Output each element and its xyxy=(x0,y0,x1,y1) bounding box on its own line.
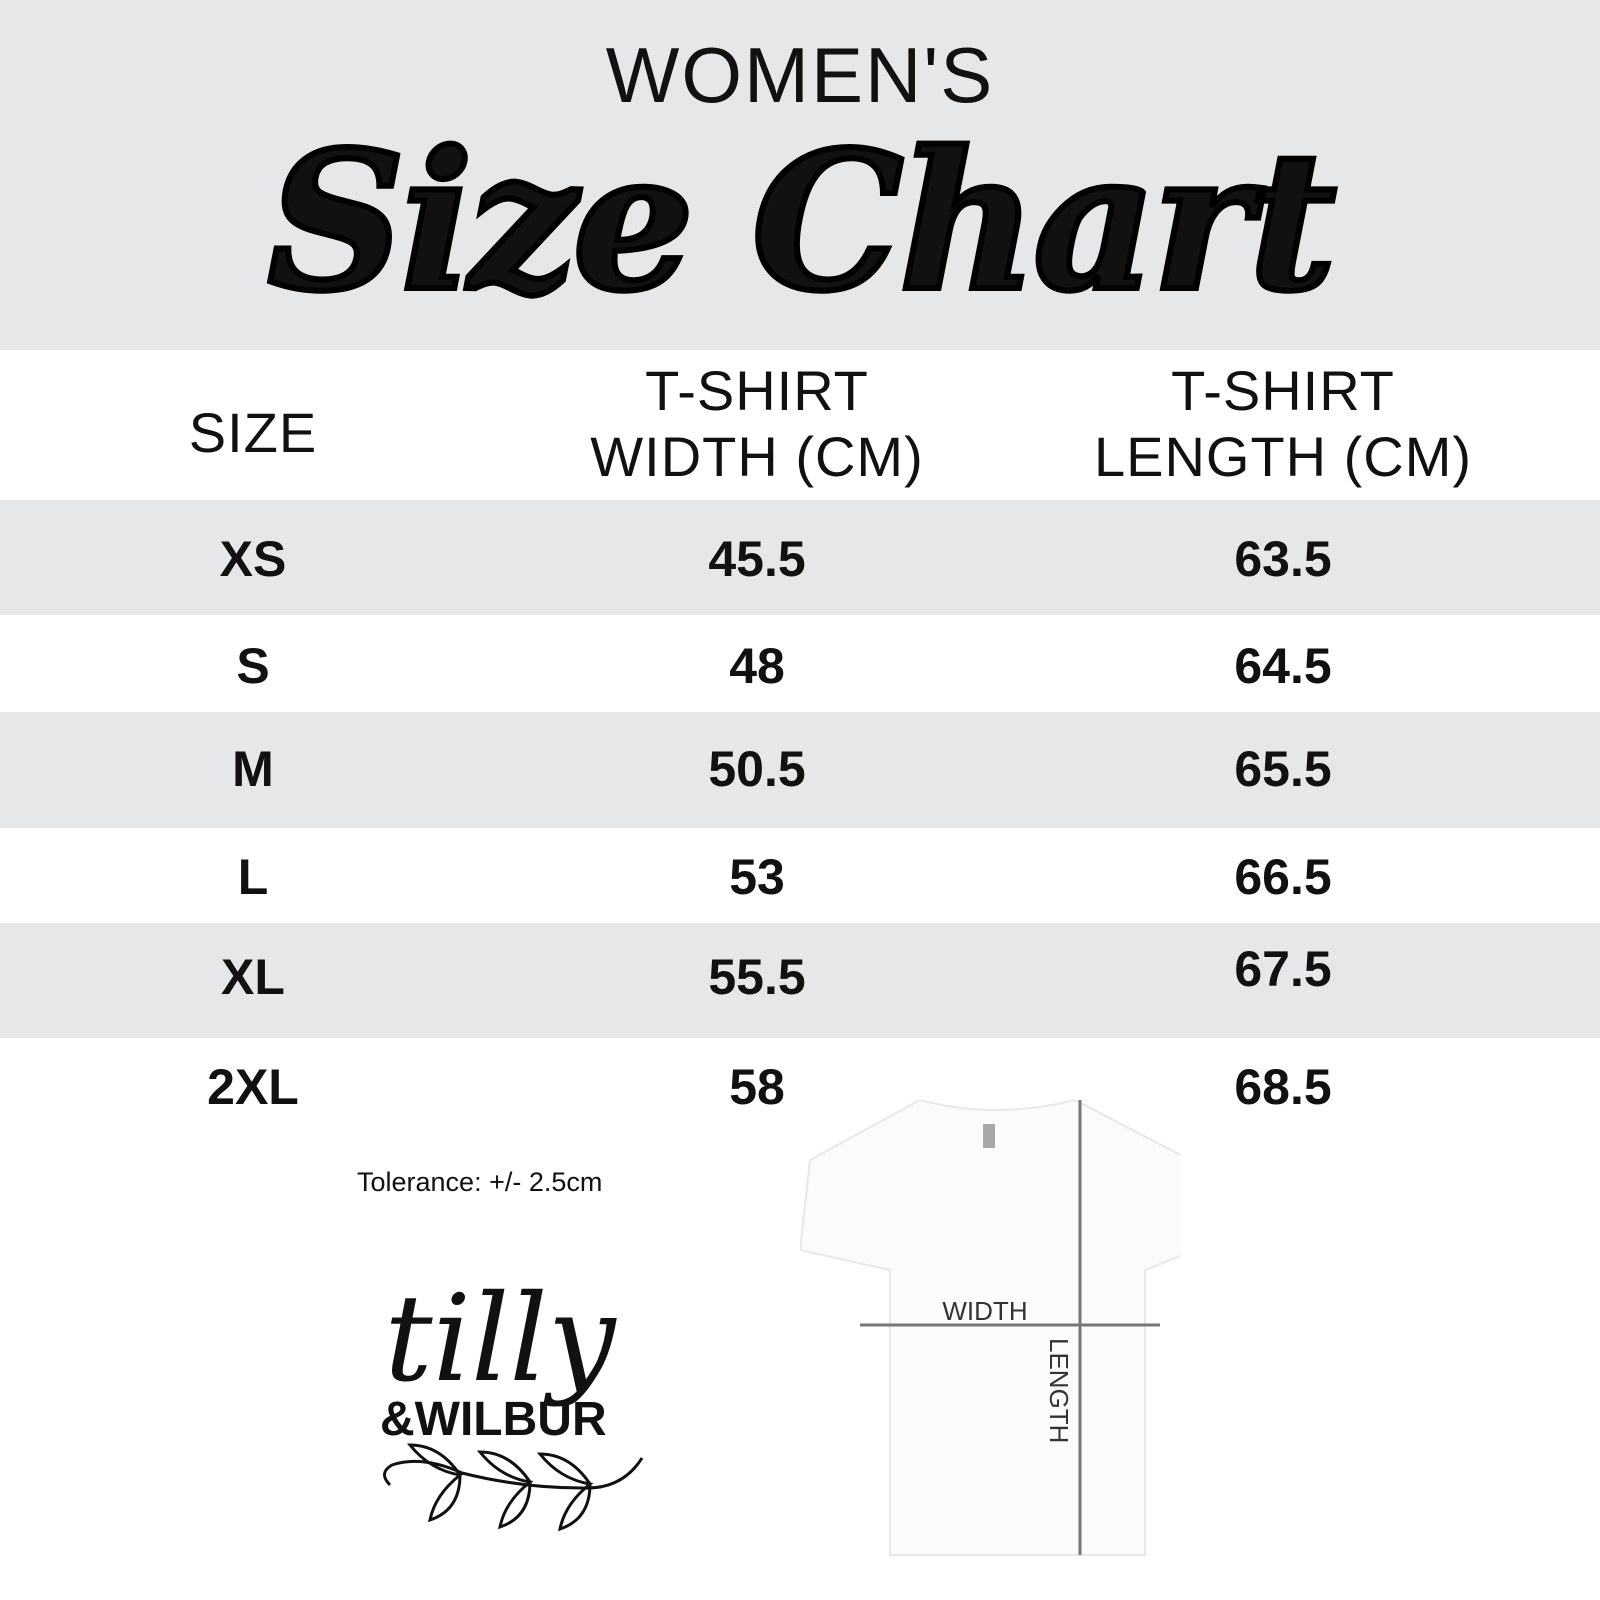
leaf-branch-icon xyxy=(383,1443,644,1532)
cell-length: 68.5 xyxy=(1234,1059,1332,1115)
cell-width: 50.5 xyxy=(708,741,806,797)
cell-length: 66.5 xyxy=(1234,849,1332,905)
cell-width: 53 xyxy=(729,849,785,905)
cell-size: 2XL xyxy=(207,1059,299,1115)
subtitle: WOMEN'S xyxy=(605,31,995,119)
col-header-length-line1: T-SHIRT xyxy=(1171,359,1395,422)
cell-length: 67.5 xyxy=(1234,941,1332,997)
row-band-m xyxy=(0,712,1600,828)
cell-width: 55.5 xyxy=(708,949,806,1005)
width-label: WIDTH xyxy=(942,1296,1027,1326)
title-banner xyxy=(0,0,1600,350)
col-header-width-line2: WIDTH (CM) xyxy=(590,425,924,488)
cell-size: XS xyxy=(219,531,287,587)
cell-length: 64.5 xyxy=(1234,638,1332,694)
logo-script: tilly xyxy=(384,1270,617,1409)
row-band-xl xyxy=(0,923,1600,1038)
col-header-width: T-SHIRT WIDTH (CM) xyxy=(590,358,923,490)
cell-size: XL xyxy=(221,949,285,1005)
cell-length: 65.5 xyxy=(1234,741,1332,797)
cell-size: M xyxy=(232,741,274,797)
length-label: LENGTH xyxy=(1044,1338,1074,1443)
col-header-size: SIZE xyxy=(188,401,318,464)
logo-wordmark: &WILBUR xyxy=(380,1393,607,1446)
col-header-length-line2: LENGTH (CM) xyxy=(1093,425,1473,488)
cell-width: 58 xyxy=(729,1059,785,1115)
cell-length: 63.5 xyxy=(1234,531,1332,587)
cell-size: S xyxy=(236,638,270,694)
page-title: Size Chart xyxy=(265,107,1340,336)
cell-width: 45.5 xyxy=(708,531,806,587)
cell-width: 48 xyxy=(729,638,785,694)
tshirt-shape xyxy=(800,1100,1180,1556)
tilly-wilbur-logo: tilly &WILBUR xyxy=(380,1270,644,1532)
cell-size: L xyxy=(237,849,269,905)
tolerance-note: Tolerance: +/- 2.5cm xyxy=(357,1167,603,1197)
row-band-xs xyxy=(0,500,1600,615)
tshirt-diagram: WIDTH LENGTH xyxy=(800,1100,1180,1556)
col-header-width-line1: T-SHIRT xyxy=(645,359,869,422)
col-header-length: T-SHIRT LENGTH (CM) xyxy=(1094,358,1472,490)
neck-label-icon xyxy=(983,1124,995,1148)
